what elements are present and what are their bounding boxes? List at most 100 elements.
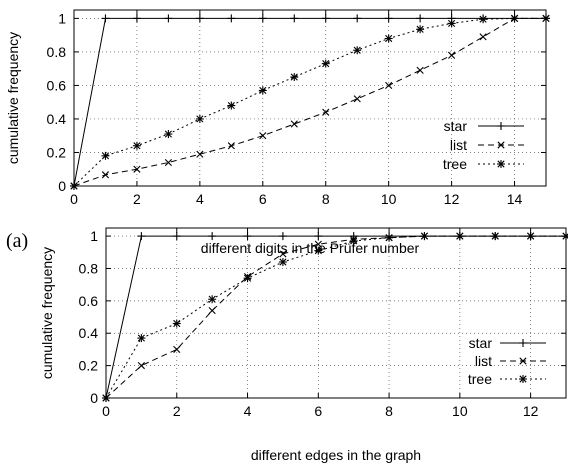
data-point-list — [479, 33, 487, 41]
data-point-star — [164, 14, 173, 23]
x-tick-label: 6 — [314, 403, 322, 419]
data-point-list — [133, 165, 141, 173]
legend-marker-tree — [519, 375, 527, 383]
legend-label-tree: tree — [468, 371, 492, 387]
y-tick-label: 1 — [58, 10, 66, 26]
legend-marker-star — [497, 122, 505, 130]
chart-top: 0 2 4 6 8 10 12 14 0 0.2 0.4 0.6 0.8 1 cumulative freq… — [5, 9, 550, 207]
data-point-star — [195, 14, 204, 23]
data-point-list — [290, 120, 298, 128]
series-line-list — [105, 235, 566, 399]
chart-bottom: different digits in the Prüfer number 0 2 4… — [39, 227, 568, 463]
data-point-tree — [290, 73, 299, 82]
x-tick-label: 10 — [452, 403, 468, 419]
data-point-tree — [447, 19, 456, 28]
data-point-tree — [420, 232, 429, 241]
series-line-tree — [73, 17, 546, 187]
y-tick-label: 0.6 — [79, 293, 99, 309]
y-tick-label: 0 — [90, 390, 98, 406]
data-point-star — [137, 232, 146, 241]
y-tick-label: 0.6 — [47, 77, 67, 93]
data-point-list — [173, 345, 181, 354]
series-line-star — [73, 17, 546, 187]
y-tick-label: 0.8 — [79, 260, 99, 276]
data-point-list — [208, 306, 216, 315]
series-line-list — [73, 17, 546, 187]
data-point-star — [290, 14, 299, 23]
data-point-list — [164, 158, 172, 167]
series-star — [102, 232, 568, 402]
data-point-tree — [353, 46, 362, 55]
data-point-star — [314, 232, 323, 241]
data-point-tree — [102, 394, 110, 402]
x-tick-label: 0 — [102, 403, 110, 419]
x-tick-label: 12 — [444, 191, 460, 207]
data-point-list — [137, 362, 145, 370]
y-tick-label: 0.2 — [47, 144, 67, 160]
legend-label-star: star — [444, 118, 468, 134]
data-point-star — [208, 232, 217, 241]
data-point-tree — [542, 14, 550, 23]
series-list — [102, 232, 568, 402]
data-point-tree — [208, 295, 217, 304]
data-point-star — [278, 232, 287, 241]
y-tick-label: 0.2 — [79, 358, 99, 374]
x-tick-label: 0 — [70, 191, 78, 207]
y-axis-label: cumulative frequency — [39, 247, 55, 379]
data-point-tree — [70, 182, 78, 190]
legend: star list tree — [443, 118, 524, 172]
data-point-star — [416, 14, 425, 23]
data-point-tree — [195, 114, 204, 123]
data-point-tree — [258, 86, 267, 95]
series-tree — [70, 14, 550, 190]
series-tree — [102, 232, 568, 402]
data-point-list — [322, 108, 330, 116]
x-axis-label: different digits in the Prüfer number — [201, 240, 420, 256]
legend-label-list: list — [450, 137, 467, 153]
legend-label-tree: tree — [443, 156, 467, 172]
series-line-tree — [105, 235, 566, 399]
data-point-tree — [101, 151, 110, 160]
data-point-star — [227, 14, 236, 23]
data-point-tree — [510, 14, 519, 23]
data-point-tree — [132, 141, 141, 150]
x-tick-label: 8 — [322, 191, 330, 207]
data-point-star — [132, 14, 141, 23]
plot-frame — [73, 9, 547, 187]
data-point-list — [196, 150, 204, 158]
data-point-tree — [137, 334, 146, 343]
data-point-star — [243, 232, 252, 241]
data-point-tree — [416, 25, 425, 34]
series-line-star — [105, 235, 566, 399]
y-tick-label: 0.4 — [79, 325, 99, 341]
data-point-tree — [227, 101, 236, 110]
x-tick-label: 12 — [523, 403, 539, 419]
y-axis-label: cumulative frequency — [5, 32, 21, 164]
data-point-star — [258, 14, 267, 23]
legend-marker-star — [519, 339, 527, 347]
data-point-tree — [384, 34, 393, 43]
x-tick-label: 2 — [133, 191, 141, 207]
data-point-list — [259, 132, 267, 140]
x-tick-label: 4 — [196, 191, 204, 207]
data-point-tree — [278, 258, 287, 266]
data-point-star — [321, 14, 330, 23]
x-axis-label: different edges in the graph — [251, 447, 421, 463]
plot-frame — [105, 227, 567, 399]
data-point-star — [101, 14, 110, 23]
y-tick-label: 0.8 — [47, 44, 67, 60]
x-tick-label: 6 — [259, 191, 267, 207]
data-point-list — [353, 95, 361, 103]
data-point-list — [279, 250, 287, 258]
series-list — [70, 14, 550, 190]
data-point-tree — [526, 232, 535, 241]
data-point-tree — [164, 130, 173, 139]
legend-label-list: list — [475, 353, 492, 369]
data-point-tree — [349, 236, 358, 245]
data-point-tree — [172, 319, 181, 328]
data-point-tree — [321, 59, 330, 68]
panel-label: (a) — [6, 230, 28, 252]
y-tick-label: 0 — [58, 178, 66, 194]
data-point-tree — [455, 232, 464, 241]
